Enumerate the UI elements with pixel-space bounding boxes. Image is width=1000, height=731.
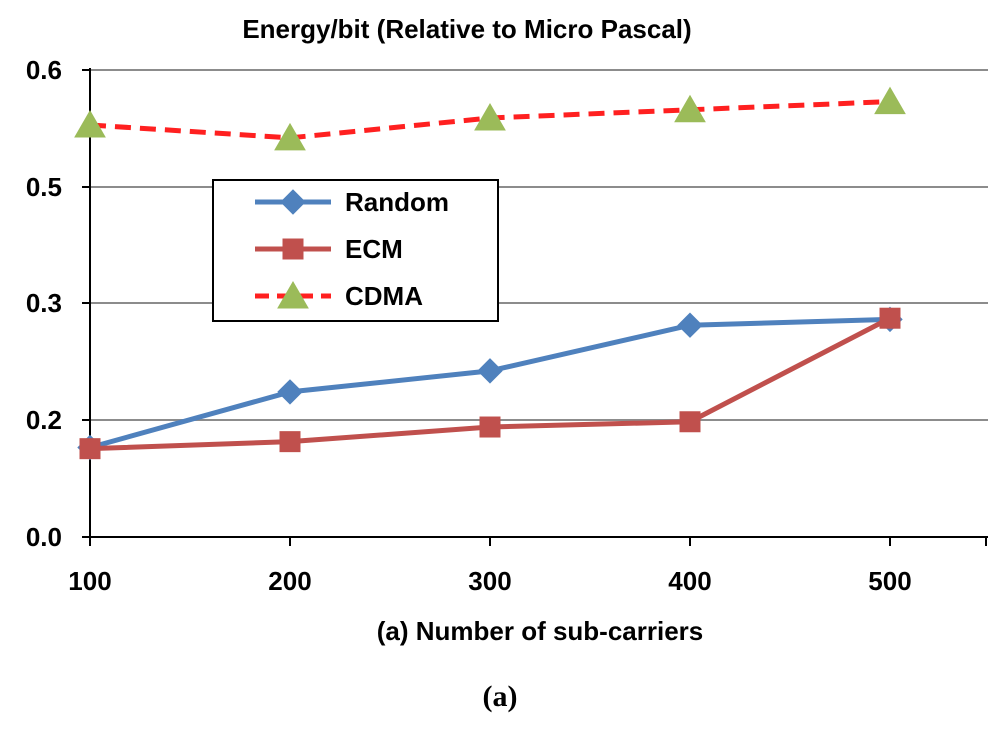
legend-marker	[282, 238, 304, 260]
x-tick-label: 400	[668, 566, 711, 596]
data-point-random	[477, 358, 503, 384]
data-point-random	[277, 379, 303, 405]
legend-label: ECM	[345, 234, 403, 264]
figure-caption: (a)	[483, 680, 518, 713]
y-tick-label: 0.5	[26, 172, 62, 202]
x-tick-label: 100	[68, 566, 111, 596]
legend-label: Random	[345, 187, 449, 217]
data-point-cdma	[74, 109, 106, 138]
x-tick-label: 200	[268, 566, 311, 596]
x-tick-label: 300	[468, 566, 511, 596]
y-tick-label: 0.0	[26, 522, 62, 552]
legend-item: CDMA	[255, 280, 423, 311]
data-point-cdma	[274, 122, 306, 151]
y-tick-label: 0.3	[26, 288, 62, 318]
x-tick-label: 500	[868, 566, 911, 596]
y-tick-label: 0.2	[26, 405, 62, 435]
legend-marker	[280, 189, 306, 215]
legend-item: ECM	[255, 234, 403, 264]
axes: 0.0 0.2 0.3 0.5 0.6 100 200 300 400 500	[26, 55, 988, 596]
data-point-random	[677, 312, 703, 338]
legend: Random ECM CDMA	[212, 179, 499, 322]
legend-marker	[277, 280, 309, 309]
chart-title: Energy/bit (Relative to Micro Pascal)	[242, 14, 691, 44]
data-point-cdma	[474, 102, 506, 131]
data-point-ecm	[279, 431, 301, 453]
series-cdma	[74, 86, 906, 151]
data-point-ecm	[479, 416, 501, 438]
legend-label: CDMA	[345, 281, 423, 311]
series-ecm	[79, 307, 901, 460]
series-group	[74, 86, 906, 461]
data-point-ecm	[879, 307, 901, 329]
data-point-cdma	[674, 94, 706, 123]
x-axis-label: (a) Number of sub-carriers	[377, 616, 704, 646]
data-point-ecm	[79, 438, 101, 460]
y-tick-label: 0.6	[26, 55, 62, 85]
data-point-cdma	[874, 86, 906, 115]
data-point-ecm	[679, 411, 701, 433]
legend-item: Random	[255, 187, 449, 217]
